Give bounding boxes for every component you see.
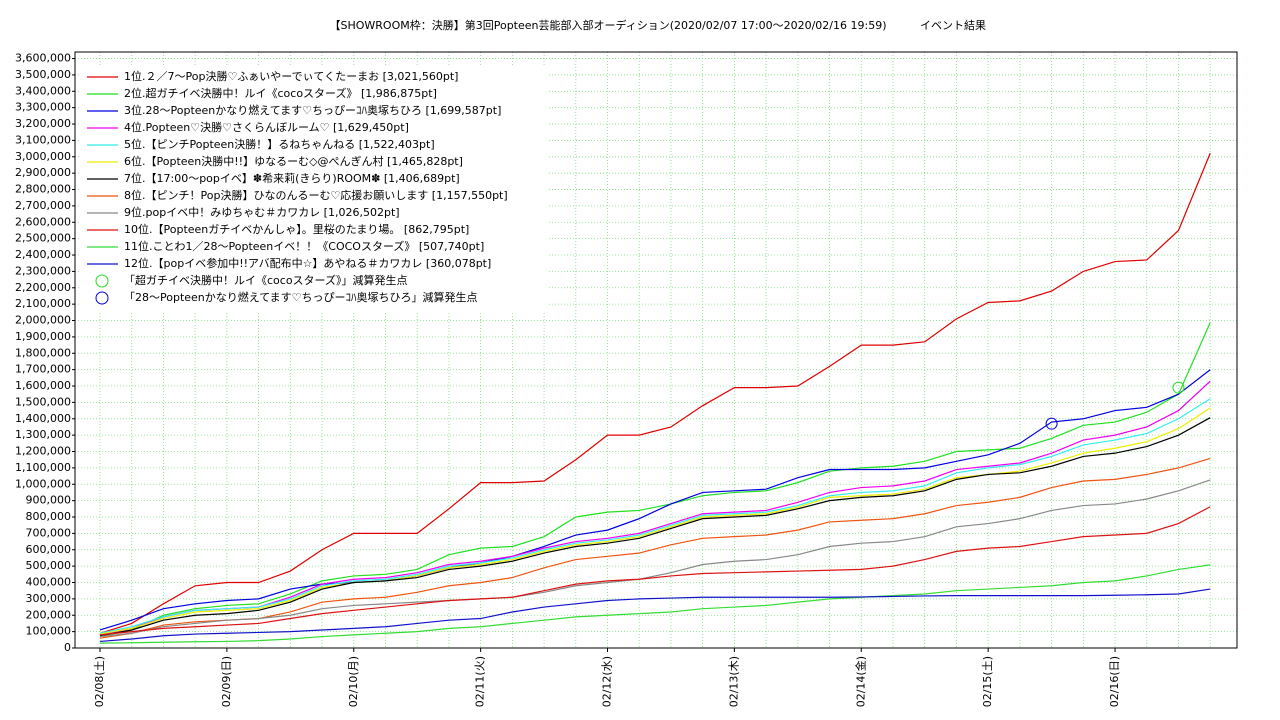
series-line	[99, 506, 1211, 636]
series-line	[99, 564, 1211, 644]
y-tick-label: 3,400,000	[15, 84, 71, 97]
legend-label: 「超ガチイベ決勝中！ルイ《cocoスターズ》」減算発生点	[124, 273, 408, 287]
legend-label: 7位.【17:00〜popイベ】✽希来莉(きらり)ROOM✽ [1,406,68…	[124, 171, 460, 185]
y-tick-label: 1,100,000	[15, 461, 71, 474]
x-tick-label: 02/10(月)	[347, 656, 360, 707]
legend: 1位.２／7〜Pop決勝♡ふぁいやーでぃてくたーまお [3,021,560pt]…	[87, 69, 508, 305]
legend-label: 1位.２／7〜Pop決勝♡ふぁいやーでぃてくたーまお [3,021,560pt]	[124, 69, 458, 83]
legend-label: 6位.【Popteen決勝中!!】ゆなるーむ◇@ぺんぎん村 [1,465,828…	[124, 154, 463, 168]
event-marker	[1045, 417, 1058, 430]
x-tick-label: 02/09(日)	[220, 656, 233, 707]
legend-label: 3位.28〜Popteenかなり燃えてます♡ちっぴーｺﾊ奥塚ちひろ [1,699…	[124, 103, 501, 117]
series-line	[99, 407, 1211, 635]
series-line	[99, 588, 1211, 643]
y-tick-label: 1,600,000	[15, 379, 71, 392]
event-marker	[1172, 381, 1185, 394]
x-tick-label: 02/13(木)	[727, 656, 740, 707]
y-tick-label: 200,000	[26, 608, 72, 621]
y-tick-label: 100,000	[26, 625, 72, 638]
y-tick-label: 3,200,000	[15, 117, 71, 130]
y-tick-label: 600,000	[26, 543, 72, 556]
legend-label: 2位.超ガチイベ決勝中！ルイ《cocoスターズ》 [1,986,875pt]	[124, 86, 437, 100]
y-tick-label: 2,800,000	[15, 183, 71, 196]
y-tick-label: 1,000,000	[15, 477, 71, 490]
x-tick-label: 02/12(水)	[601, 656, 614, 707]
y-tick-label: 3,100,000	[15, 133, 71, 146]
grid	[75, 52, 1237, 649]
y-tick-label: 0	[64, 641, 71, 654]
series-line	[99, 322, 1211, 638]
y-tick-label: 2,200,000	[15, 281, 71, 294]
y-tick-label: 2,000,000	[15, 314, 71, 327]
legend-marker	[95, 291, 109, 305]
series-line	[99, 457, 1211, 639]
y-tick-label: 1,200,000	[15, 445, 71, 458]
y-tick-label: 300,000	[26, 592, 72, 605]
x-tick-label: 02/14(金)	[853, 656, 867, 707]
legend-label: 「28〜Popteenかなり燃えてます♡ちっぴーｺﾊ奥塚ちひろ」減算発生点	[124, 290, 478, 304]
series-line	[99, 479, 1211, 638]
legend-label: 5位.【ピンチPopteen決勝！】るねちゃんねる [1,522,403pt]	[124, 137, 435, 151]
y-tick-label: 2,400,000	[15, 248, 71, 261]
legend-label: 9位.popイベ中！みゆちゃむ＃カワカレ [1,026,502pt]	[124, 205, 400, 219]
y-tick-label: 800,000	[26, 510, 72, 523]
y-tick-label: 900,000	[26, 494, 72, 507]
legend-box	[80, 66, 548, 312]
y-tick-label: 2,900,000	[15, 166, 71, 179]
y-tick-label: 1,500,000	[15, 395, 71, 408]
y-tick-label: 1,300,000	[15, 428, 71, 441]
y-tick-label: 1,700,000	[15, 363, 71, 376]
y-tick-label: 1,900,000	[15, 330, 71, 343]
chart-title: 【SHOWROOM枠：決勝】第3回Popteen芸能部入部オーディション(202…	[329, 18, 886, 32]
series-line	[99, 417, 1211, 637]
y-tick-label: 1,800,000	[15, 346, 71, 359]
series-line	[99, 369, 1211, 631]
chart-subtitle: イベント結果	[920, 18, 986, 32]
x-tick-label: 02/11(火)	[474, 656, 487, 707]
y-tick-label: 2,600,000	[15, 215, 71, 228]
plot-frame	[74, 51, 1238, 649]
y-tick-label: 2,100,000	[15, 297, 71, 310]
series-line	[99, 153, 1211, 634]
legend-label: 10位.【Popteenガチイベかんしゃ】。里桜のたまり場。 [862,795p…	[124, 222, 469, 236]
legend-marker	[95, 274, 109, 288]
y-tick-label: 3,500,000	[15, 68, 71, 81]
y-tick-label: 400,000	[26, 576, 72, 589]
y-tick-label: 3,300,000	[15, 101, 71, 114]
x-tick-label: 02/15(土)	[981, 656, 994, 707]
y-tick-label: 2,700,000	[15, 199, 71, 212]
x-tick-label: 02/16(日)	[1108, 656, 1121, 707]
x-tick-label: 02/08(土)	[93, 656, 106, 707]
y-tick-label: 3,600,000	[15, 52, 71, 65]
legend-label: 12位.【popイベ参加中!!アバ配布中☆】あやねる＃カワカレ [360,078…	[124, 256, 491, 270]
y-tick-label: 3,000,000	[15, 150, 71, 163]
y-tick-label: 700,000	[26, 526, 72, 539]
legend-label: 8位.【ピンチ！Pop決勝】ひなのんるーむ♡応援お願いします [1,157,55…	[124, 188, 508, 202]
y-tick-label: 1,400,000	[15, 412, 71, 425]
legend-label: 4位.Popteen♡決勝♡さくらんぼルーム♡ [1,629,450pt]	[124, 120, 409, 134]
series-line	[99, 380, 1211, 636]
y-tick-label: 2,500,000	[15, 232, 71, 245]
legend-label: 11位.ことわ1／28〜Popteenイベ！！《COCOスターズ》 [507,7…	[124, 239, 484, 253]
series-line	[99, 398, 1211, 634]
lines	[99, 153, 1211, 644]
y-tick-label: 500,000	[26, 559, 72, 572]
y-tick-label: 2,300,000	[15, 264, 71, 277]
